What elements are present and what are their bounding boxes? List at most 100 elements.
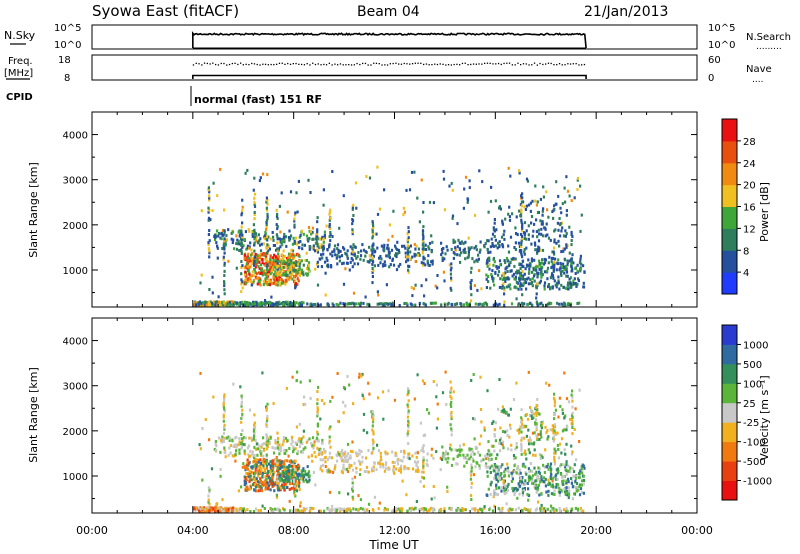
- power-cell: [285, 244, 288, 248]
- power-cell: [422, 302, 425, 306]
- velocity-cell: [482, 458, 485, 462]
- power-cell: [450, 181, 453, 185]
- velocity-cell: [265, 423, 268, 426]
- velocity-cell: [496, 472, 499, 476]
- velocity-cell: [471, 507, 474, 511]
- power-cell: [398, 251, 401, 254]
- velocity-cell: [243, 479, 246, 483]
- velocity-cell: [499, 436, 503, 440]
- power-cell: [467, 250, 470, 254]
- power-cell: [517, 287, 520, 291]
- velocity-cell: [450, 415, 453, 419]
- power-cell: [559, 206, 562, 210]
- power-cell: [273, 253, 276, 257]
- power-cell: [251, 235, 254, 238]
- velocity-cell: [299, 501, 302, 505]
- power-cell: [559, 266, 562, 270]
- velocity-cell: [571, 395, 574, 399]
- power-cell: [504, 217, 507, 221]
- power-cell: [555, 180, 558, 184]
- velocity-cell: [504, 467, 507, 471]
- velocity-cell: [470, 481, 473, 485]
- power-cell: [342, 194, 345, 198]
- cpid-text: normal (fast) 151 RF: [194, 93, 322, 106]
- velocity-cell: [553, 425, 557, 429]
- velocity-cell: [276, 467, 279, 471]
- velocity-cell: [258, 447, 261, 451]
- power-cell: [204, 300, 207, 304]
- velocity-cell: [545, 381, 548, 385]
- power-cell: [214, 238, 217, 242]
- power-cell: [261, 301, 264, 305]
- velocity-cell: [449, 423, 452, 427]
- velocity-cell: [300, 469, 303, 473]
- velocity-cell: [449, 443, 452, 447]
- velocity-cell: [441, 445, 444, 449]
- velocity-cell: [505, 410, 508, 414]
- velocity-cell: [259, 461, 262, 465]
- power-cell: [517, 269, 520, 273]
- velocity-cell: [366, 508, 369, 512]
- power-cell: [405, 188, 408, 192]
- power-cell: [306, 273, 309, 276]
- velocity-cell: [406, 405, 410, 409]
- velocity-cell: [265, 477, 268, 481]
- nave-point: [525, 63, 527, 65]
- velocity-cell: [508, 435, 511, 439]
- velocity-cell: [478, 453, 481, 457]
- power-cell: [224, 244, 227, 248]
- velocity-cell: [537, 466, 540, 470]
- velocity-cell: [321, 441, 324, 445]
- velocity-cell: [217, 506, 220, 510]
- power-cell: [223, 292, 226, 296]
- nave-point: [270, 63, 272, 66]
- power-cell: [462, 206, 465, 210]
- velocity-cell: [265, 406, 268, 410]
- power-cell: [298, 264, 301, 268]
- velocity-cell: [450, 433, 453, 437]
- power-cell: [549, 276, 552, 280]
- power-cell: [227, 228, 230, 232]
- power-cell: [368, 245, 371, 249]
- velocity-cell: [319, 509, 322, 513]
- velocity-cell: [553, 493, 556, 496]
- power-cell: [264, 281, 267, 285]
- power-cell: [238, 234, 241, 238]
- velocity-cell: [525, 472, 528, 476]
- nave-point: [212, 62, 214, 64]
- nave-point: [195, 62, 197, 64]
- velocity-cell: [529, 414, 532, 417]
- velocity-cell: [316, 446, 319, 450]
- velocity-cell: [525, 434, 528, 438]
- nave-point: [320, 64, 322, 66]
- velocity-cell: [330, 456, 334, 460]
- power-cell: [224, 302, 227, 306]
- velocity-cell: [305, 440, 308, 444]
- power-cell: [396, 240, 399, 244]
- velocity-cell: [539, 507, 542, 511]
- velocity-cell: [349, 509, 352, 513]
- velocity-cell: [486, 389, 489, 393]
- power-cell: [428, 264, 431, 267]
- velocity-cell: [538, 412, 541, 416]
- power-cell: [553, 238, 556, 242]
- velocity-cell: [507, 482, 510, 486]
- power-cell: [261, 261, 264, 265]
- power-cell: [314, 267, 317, 271]
- power-cell: [451, 188, 454, 192]
- nave-point: [381, 64, 383, 66]
- velocity-cell: [248, 470, 251, 473]
- velocity-cell: [247, 461, 250, 465]
- velocity-cell: [316, 430, 319, 434]
- velocity-cell: [367, 449, 370, 452]
- velocity-cell: [547, 489, 550, 493]
- velocity-cell: [219, 509, 222, 513]
- power-cell: [320, 253, 323, 257]
- power-cell: [346, 254, 349, 258]
- velocity-cell: [325, 469, 328, 473]
- velocity-cell: [239, 385, 242, 389]
- power-cell: [442, 169, 445, 173]
- power-cell: [409, 250, 412, 254]
